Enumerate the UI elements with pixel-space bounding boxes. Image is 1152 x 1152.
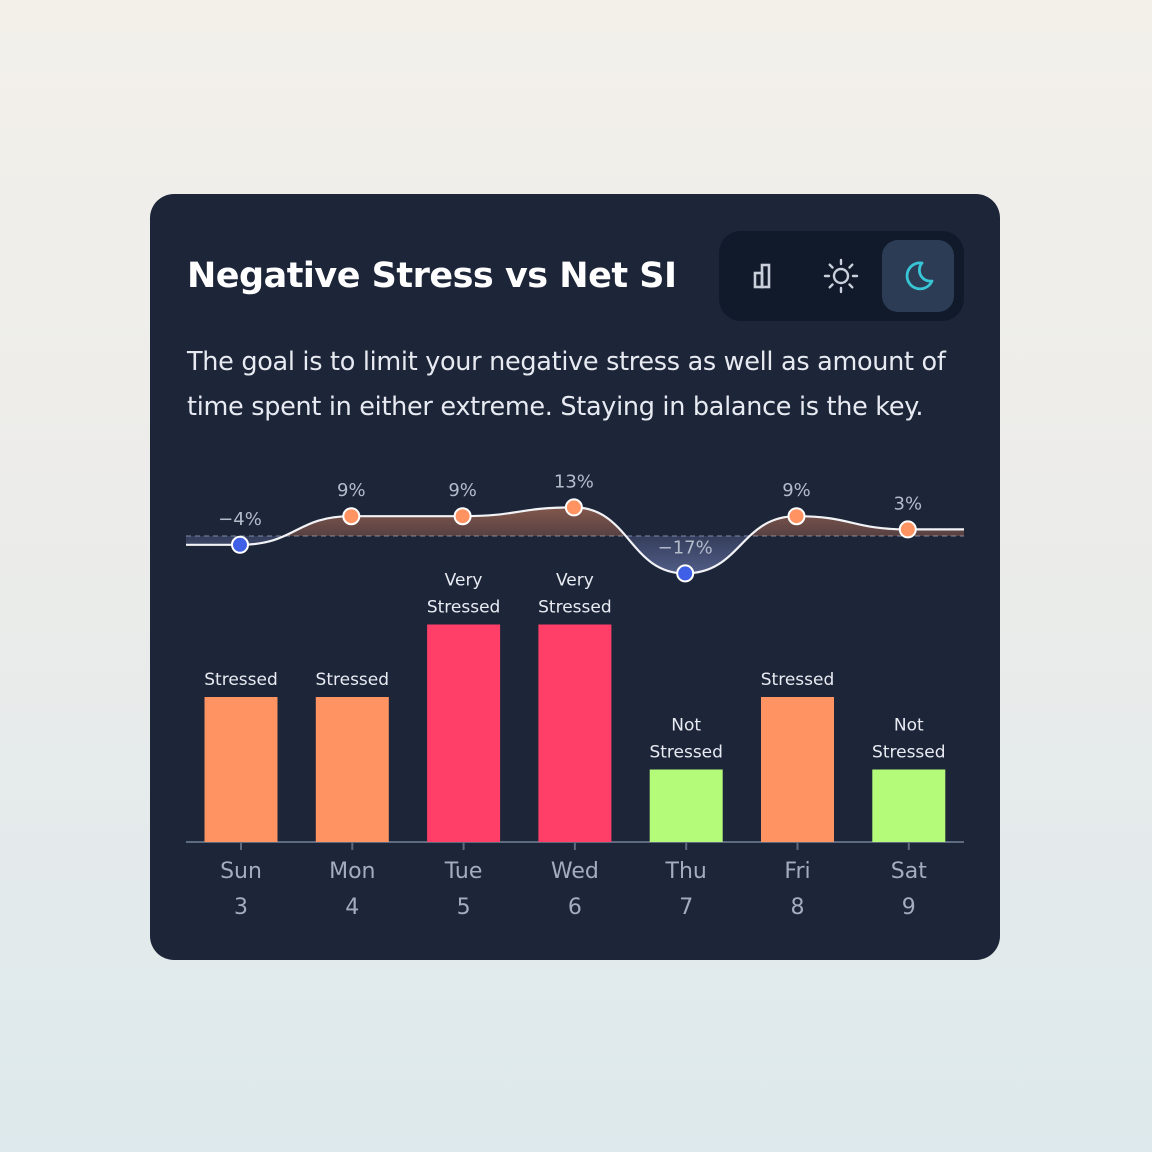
stress-card: Negative Stress vs Net SI xyxy=(150,194,1000,960)
data-point-label: −4% xyxy=(218,509,262,530)
x-date-label: 4 xyxy=(345,895,359,920)
sun-icon xyxy=(823,258,859,294)
bar-status-label: Not xyxy=(671,716,701,736)
bar-status-label: Stressed xyxy=(204,670,278,690)
data-point-label: 9% xyxy=(782,480,811,501)
moon-icon xyxy=(905,261,934,291)
sun-view-button[interactable] xyxy=(805,240,877,312)
x-date-label: 5 xyxy=(457,895,471,920)
stress-bar xyxy=(427,624,501,842)
x-day-label: Sun xyxy=(220,859,262,884)
x-day-label: Fri xyxy=(784,859,810,884)
data-point xyxy=(231,535,249,554)
x-day-label: Thu xyxy=(665,859,707,884)
bar-status-label: Stressed xyxy=(538,598,612,618)
stress-bar xyxy=(204,697,278,842)
stress-bar xyxy=(315,697,389,842)
x-date-label: 7 xyxy=(679,895,693,920)
negative-area xyxy=(186,536,964,574)
data-point xyxy=(453,507,472,526)
x-date-label: 8 xyxy=(791,895,805,920)
data-point xyxy=(342,507,361,526)
x-date-label: 6 xyxy=(568,895,582,920)
stress-bar xyxy=(649,769,723,842)
view-toggle xyxy=(719,231,964,321)
bar-chart-icon xyxy=(753,263,771,289)
card-title: Negative Stress vs Net SI xyxy=(187,256,677,296)
stress-bar-chart: Stressed Sun 3 Stressed Mon 4 Very Stressed Tue 5… xyxy=(186,571,964,920)
data-point-label: 9% xyxy=(448,480,477,501)
net-si-line-chart: −4% 9% 9% 13% −17% 9% 3% xyxy=(186,471,964,583)
data-point xyxy=(564,498,583,517)
bar-status-label: Stressed xyxy=(316,670,390,690)
bar-chart-view-button[interactable] xyxy=(728,240,800,312)
data-point-label: 3% xyxy=(894,493,923,514)
data-point-label: 9% xyxy=(337,480,366,501)
stress-bar xyxy=(761,697,834,842)
x-date-label: 3 xyxy=(234,895,248,920)
bar-status-label: Very xyxy=(445,571,483,591)
x-day-label: Tue xyxy=(444,859,483,884)
x-date-label: 9 xyxy=(902,895,916,920)
data-point xyxy=(676,564,695,583)
data-point xyxy=(787,507,806,526)
bar-status-label: Not xyxy=(894,716,924,736)
x-day-label: Wed xyxy=(551,859,599,884)
moon-view-button[interactable] xyxy=(882,240,954,312)
x-day-label: Sat xyxy=(891,859,927,884)
stress-bar xyxy=(538,624,612,842)
x-day-label: Mon xyxy=(329,859,375,884)
bar-status-label: Stressed xyxy=(649,743,723,763)
data-point-label: −17% xyxy=(658,537,713,558)
bar-status-label: Very xyxy=(556,571,594,591)
bar-status-label: Stressed xyxy=(761,670,835,690)
data-point xyxy=(898,520,917,539)
stress-chart: −4% 9% 9% 13% −17% 9% 3% Stressed Sun 3 Stressed M… xyxy=(186,471,964,920)
card-description: The goal is to limit your negative stres… xyxy=(187,347,946,422)
bar-status-label: Stressed xyxy=(427,598,501,618)
data-point-label: 13% xyxy=(554,471,594,492)
bar-status-label: Stressed xyxy=(872,743,946,763)
positive-area xyxy=(186,507,964,536)
stress-bar xyxy=(872,769,946,842)
